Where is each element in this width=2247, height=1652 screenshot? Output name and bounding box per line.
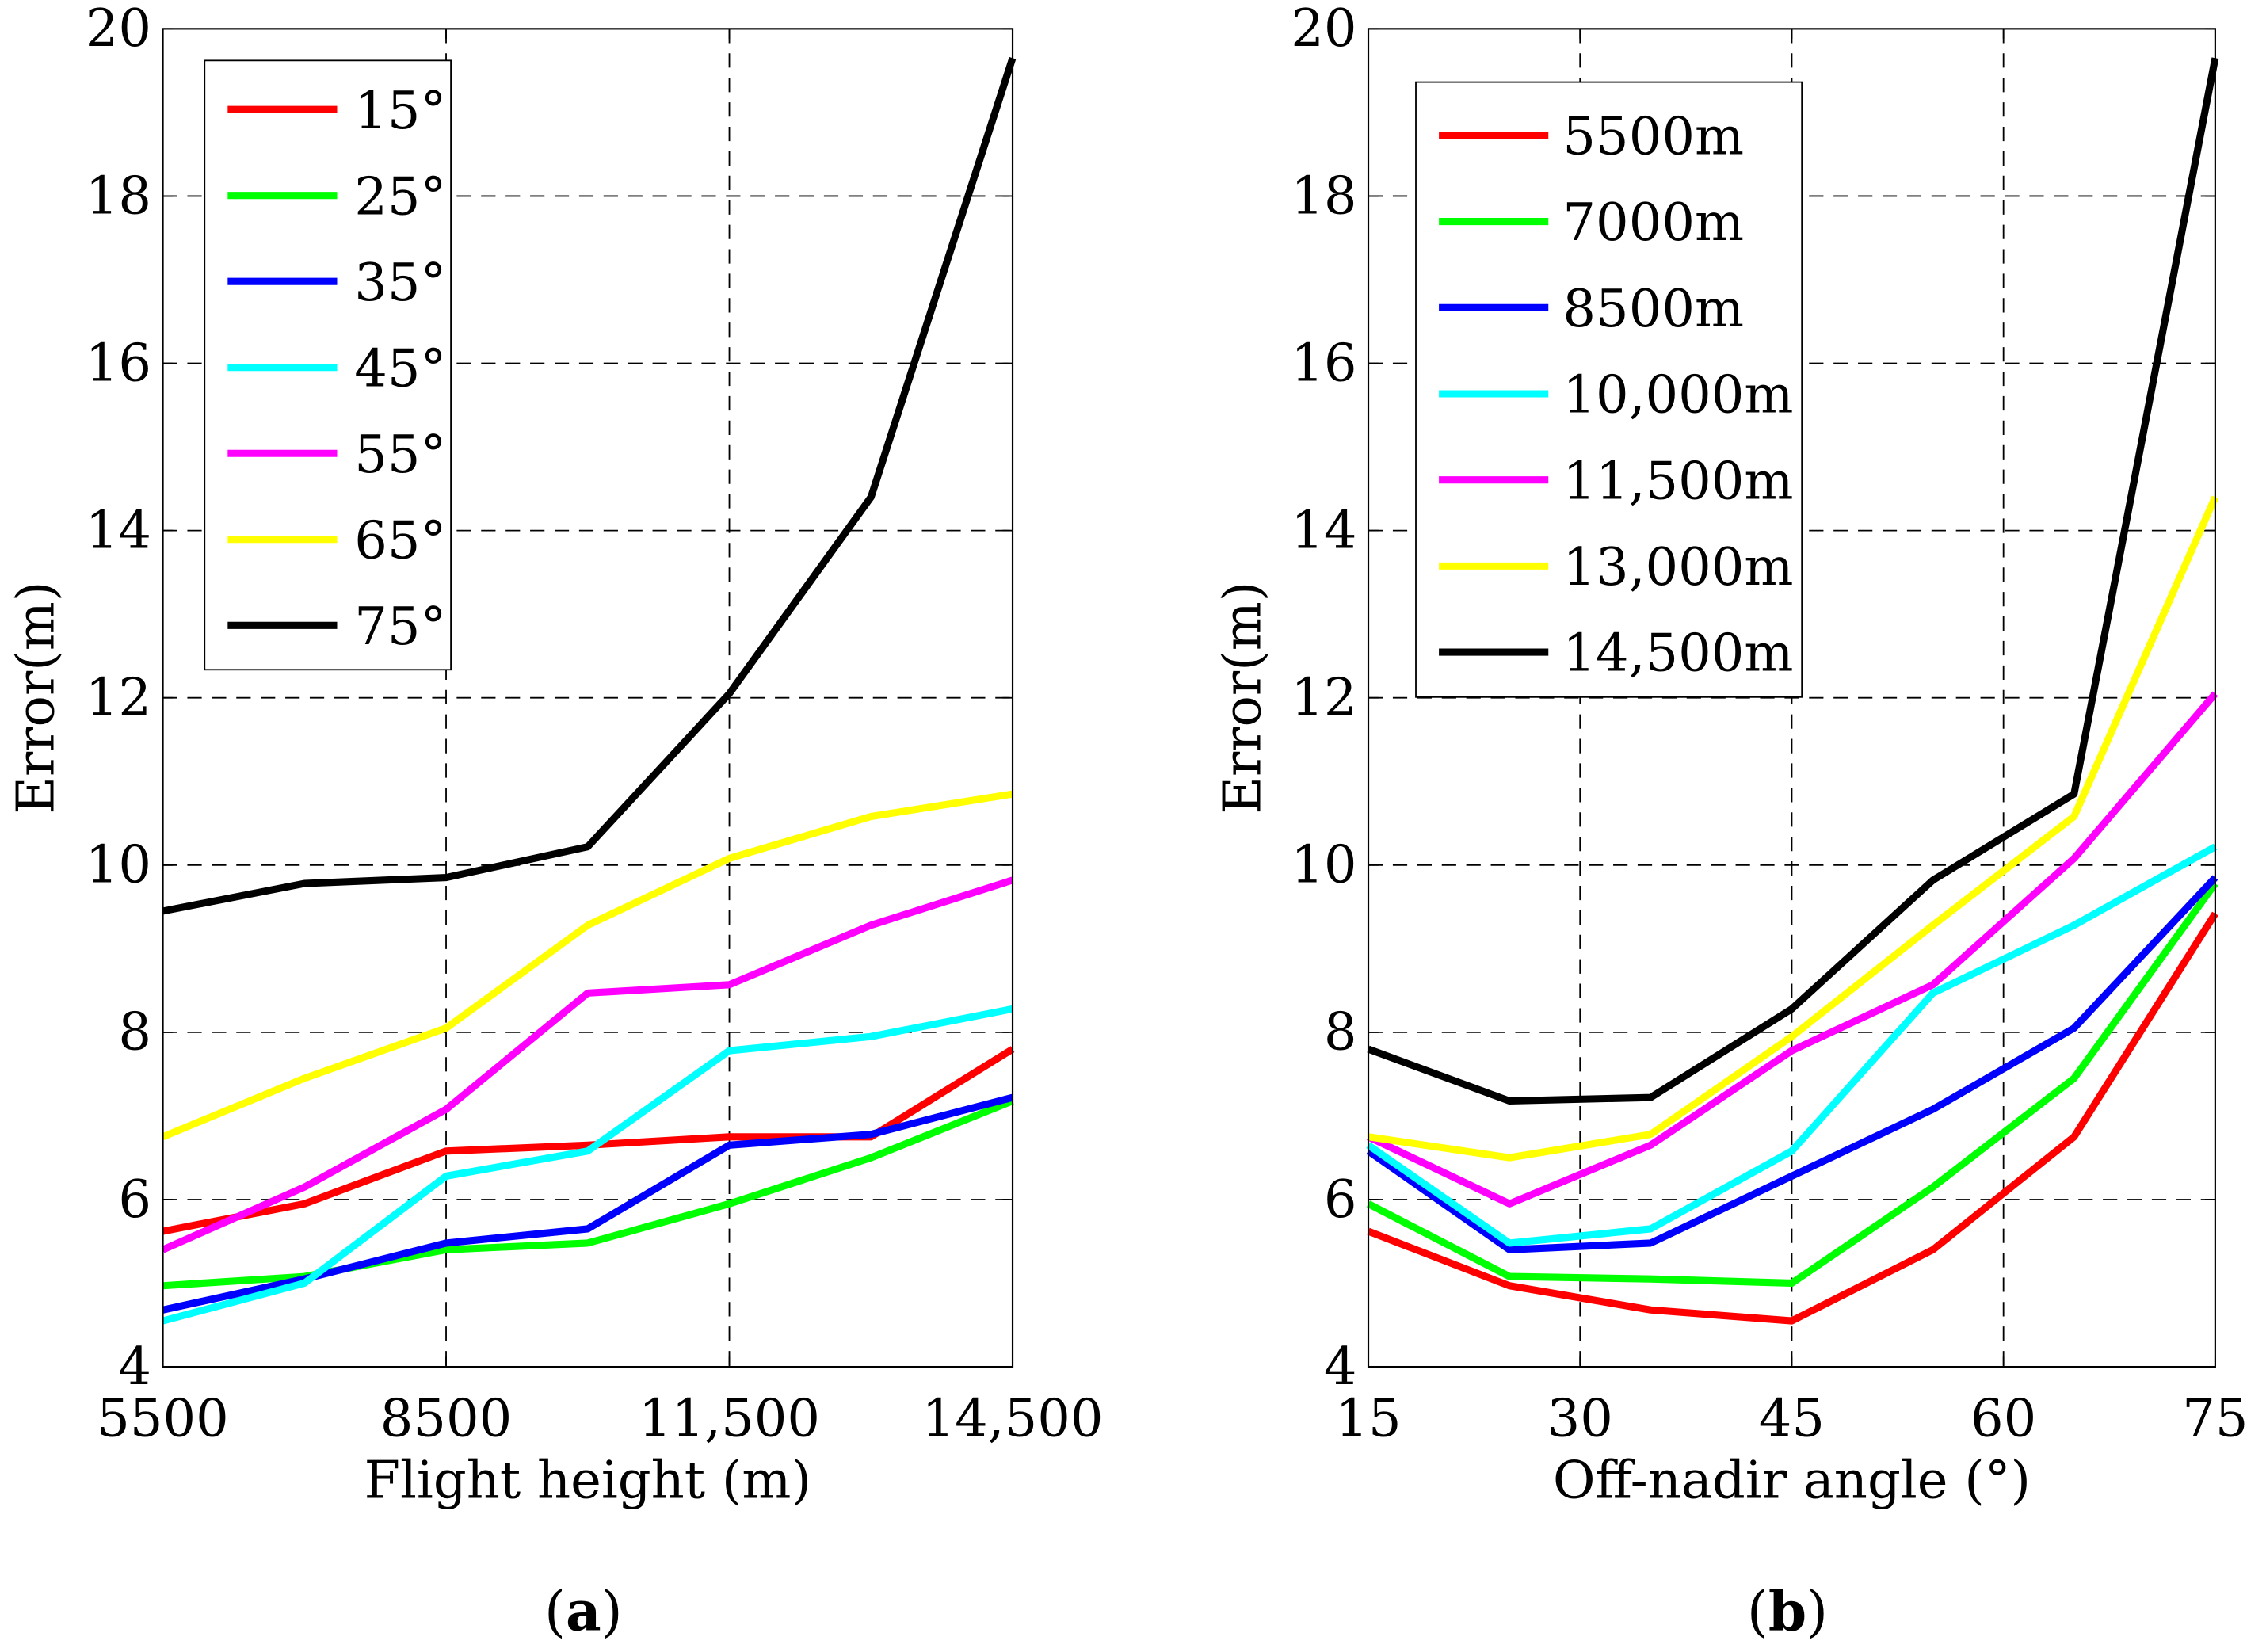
series-line-5 (1368, 495, 2219, 1162)
caption-paren: ( (544, 1581, 566, 1644)
y-tick-label: 6 (1324, 1169, 1357, 1230)
x-tick-label: 30 (1547, 1388, 1613, 1448)
y-tick-label: 12 (1291, 668, 1356, 728)
legend-label: 8500m (1562, 279, 1744, 339)
legend-label: 13,000m (1562, 537, 1793, 597)
x-tick-label: 15 (1335, 1388, 1401, 1448)
x-tick-label: 14,500 (922, 1388, 1104, 1448)
legend-label: 15° (354, 81, 446, 141)
y-tick-label: 10 (1291, 835, 1356, 895)
y-tick-label: 20 (1291, 0, 1356, 59)
legend-label: 25° (354, 166, 446, 227)
y-tick-label: 10 (86, 835, 151, 895)
legend-label: 55° (354, 425, 446, 485)
series-line-0 (1367, 911, 2218, 1325)
x-tick-label: 5500 (97, 1388, 229, 1448)
caption-paren: ( (1747, 1581, 1768, 1644)
series-line-6 (1367, 57, 2219, 1105)
y-tick-label: 4 (118, 1337, 151, 1397)
series-line-4 (1367, 691, 2218, 1208)
legend-label: 5500m (1562, 107, 1744, 167)
panel-b: 15 30 45 60 75 4 6 8 10 12 14 16 18 20 5500m 7000m 8500m… (1213, 0, 2247, 1644)
y-tick-label: 14 (86, 500, 151, 560)
legend-label: 10,000m (1562, 365, 1793, 425)
y-tick-label: 20 (86, 0, 151, 59)
legend-box (1415, 81, 1803, 698)
series-line-6 (162, 56, 1017, 915)
caption-paren: ) (601, 1581, 623, 1644)
y-tick-label: 14 (1291, 500, 1356, 560)
y-axis-label: Error(m) (6, 582, 66, 815)
legend-label: 11,500m (1562, 451, 1793, 511)
y-tick-label: 12 (86, 668, 151, 728)
legend-label: 14,500m (1562, 624, 1793, 684)
y-tick-label: 16 (1291, 333, 1356, 393)
series-line-4 (161, 876, 1014, 1253)
x-tick-label: 8500 (380, 1388, 513, 1448)
plot-frame (162, 28, 1014, 1368)
x-tick-label: 45 (1759, 1388, 1825, 1448)
series-line-5 (161, 790, 1013, 1140)
y-tick-label: 18 (86, 166, 151, 226)
y-tick-label: 8 (118, 1002, 151, 1063)
panel-caption: (b) (1747, 1580, 1828, 1644)
caption-letter: b (1768, 1580, 1806, 1644)
x-axis-label: Flight height (m) (364, 1450, 811, 1510)
x-tick-label: 11,500 (639, 1388, 820, 1448)
legend: 15° 25° 35° 45° 55° 65° 75° (204, 59, 452, 671)
x-tick-label: 60 (1970, 1388, 2036, 1448)
y-axis-label: Error(m) (1213, 582, 1273, 815)
series-line-1 (1366, 881, 2218, 1288)
series-line-2 (1366, 875, 2218, 1253)
y-tick-label: 4 (1324, 1337, 1357, 1397)
y-tick-label: 16 (86, 333, 151, 393)
y-tick-label: 8 (1324, 1002, 1357, 1063)
x-tick-label: 75 (2182, 1388, 2247, 1448)
legend: 5500m 7000m 8500m 10,000m 11,500m 13,000m 14,5… (1415, 81, 1803, 698)
y-tick-label: 18 (1291, 166, 1356, 226)
panel-a: 5500 8500 11,500 14,500 4 6 8 10 12 14 16 18 20 15° 25… (6, 0, 1103, 1644)
legend-label: 7000m (1562, 193, 1744, 253)
panel-caption: (a) (544, 1580, 623, 1644)
legend-label: 65° (354, 510, 446, 570)
caption-paren: ) (1806, 1581, 1828, 1644)
legend-label: 35° (354, 253, 446, 313)
plot-frame (1367, 28, 2216, 1368)
series-line-3 (162, 1005, 1013, 1325)
legend-label: 75° (354, 597, 446, 657)
x-axis-label: Off-nadir angle (°) (1553, 1450, 2031, 1510)
legend-label: 45° (354, 338, 446, 399)
series-line-3 (1366, 843, 2218, 1247)
caption-letter: a (566, 1580, 601, 1644)
y-tick-label: 6 (118, 1169, 151, 1230)
